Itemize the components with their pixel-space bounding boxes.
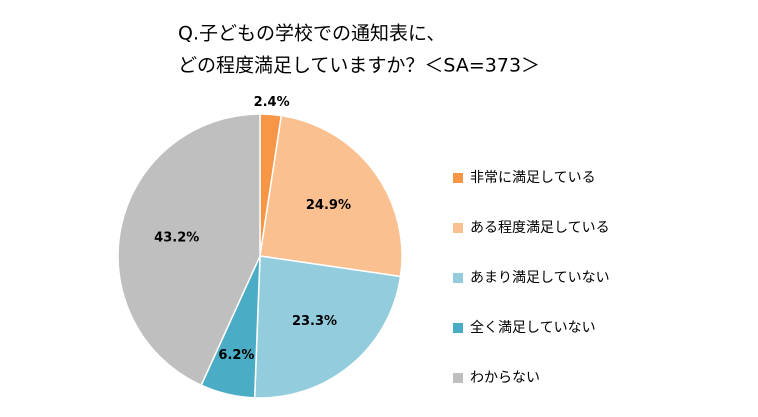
value-label: 24.9%: [306, 198, 351, 213]
pie-slice: [117, 113, 261, 387]
pie-slice: [259, 114, 403, 278]
legend-swatch: [453, 273, 463, 283]
legend-label: あまり満足していない: [470, 270, 610, 286]
legend-swatch: [453, 373, 463, 383]
value-label: 23.3%: [292, 314, 337, 329]
value-label: 6.2%: [218, 348, 254, 363]
value-label: 2.4%: [254, 95, 290, 110]
legend-label: 全く満足していない: [470, 319, 596, 336]
legend-swatch: [453, 323, 463, 333]
pie-slice: [253, 255, 402, 399]
legend-label: 非常に満足している: [470, 170, 596, 186]
chart-title: どの程度満足していますか？＜SA=373＞: [178, 55, 540, 77]
legend-label: わからない: [470, 370, 540, 386]
chart-title: Q.子どもの学校での通知表に、: [178, 23, 445, 45]
value-label: 43.2%: [154, 230, 199, 245]
legend-label: ある程度満足している: [470, 220, 610, 236]
legend-swatch: [453, 223, 463, 233]
legend-swatch: [453, 173, 463, 183]
